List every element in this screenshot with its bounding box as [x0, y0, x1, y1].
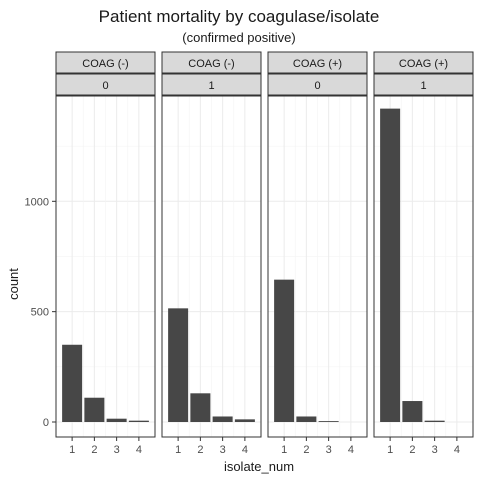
bar: [380, 108, 401, 422]
x-tick-label: 2: [303, 444, 309, 456]
x-tick-label: 2: [409, 444, 415, 456]
y-axis: 0 500 1000: [25, 196, 56, 429]
strip-top: [373, 51, 474, 74]
strip-bottom-label: 1: [208, 80, 214, 92]
strip-top-label: COAG (+): [399, 58, 448, 70]
x-tick-label: 1: [281, 444, 287, 456]
bar: [274, 279, 295, 422]
bar: [212, 416, 233, 422]
x-axis-title: isolate_num: [224, 459, 294, 474]
strip-bottom: [267, 73, 368, 96]
strip-top: [55, 51, 156, 74]
strip-top-label: COAG (-): [188, 58, 234, 70]
chart-subtitle: (confirmed positive): [182, 30, 295, 45]
x-tick-label: 2: [91, 444, 97, 456]
facet-panel: COAG (-) 0 1 2 3 4: [55, 51, 156, 456]
bar: [296, 416, 317, 422]
strip-bottom-label: 0: [314, 80, 320, 92]
panel-border: [55, 95, 156, 438]
x-tick-label: 4: [348, 444, 354, 456]
facet-panel: COAG (+) 0 1 2 3 4: [267, 51, 368, 456]
strip-bottom: [55, 73, 156, 96]
bar: [106, 418, 127, 422]
strip-top-label: COAG (+): [293, 58, 342, 70]
bar: [190, 393, 211, 422]
y-tick-label: 500: [31, 307, 49, 319]
strip-bottom: [373, 73, 474, 96]
panel-border: [373, 95, 474, 438]
strip-bottom: [161, 73, 262, 96]
x-tick-label: 1: [175, 444, 181, 456]
strip-top: [267, 51, 368, 74]
y-axis-title: count: [6, 268, 21, 300]
y-tick-label: 1000: [25, 196, 49, 208]
x-tick-label: 2: [197, 444, 203, 456]
strip-top-label: COAG (-): [82, 58, 128, 70]
y-tick-label: 0: [43, 417, 49, 429]
facet-panel: COAG (-) 1 1 2 3 4: [161, 51, 262, 456]
x-tick-label: 3: [326, 444, 332, 456]
facet-panel: COAG (+) 1 1 2 3 4: [373, 51, 474, 456]
bar: [128, 420, 149, 422]
bar: [62, 344, 83, 422]
chart-title: Patient mortality by coagulase/isolate: [99, 7, 380, 26]
panel-border: [267, 95, 368, 438]
bar: [318, 421, 339, 422]
x-tick-label: 4: [136, 444, 142, 456]
strip-bottom-label: 0: [102, 80, 108, 92]
strip-bottom-label: 1: [420, 80, 426, 92]
x-tick-label: 1: [69, 444, 75, 456]
bar: [402, 401, 423, 422]
x-tick-label: 3: [220, 444, 226, 456]
x-tick-label: 1: [387, 444, 393, 456]
bar: [234, 419, 255, 422]
strip-top: [161, 51, 262, 74]
bar: [424, 420, 445, 422]
x-tick-label: 4: [242, 444, 248, 456]
x-tick-label: 4: [454, 444, 460, 456]
x-tick-label: 3: [114, 444, 120, 456]
bar: [168, 308, 189, 422]
bar: [84, 397, 105, 422]
x-tick-label: 3: [432, 444, 438, 456]
panel-border: [161, 95, 262, 438]
